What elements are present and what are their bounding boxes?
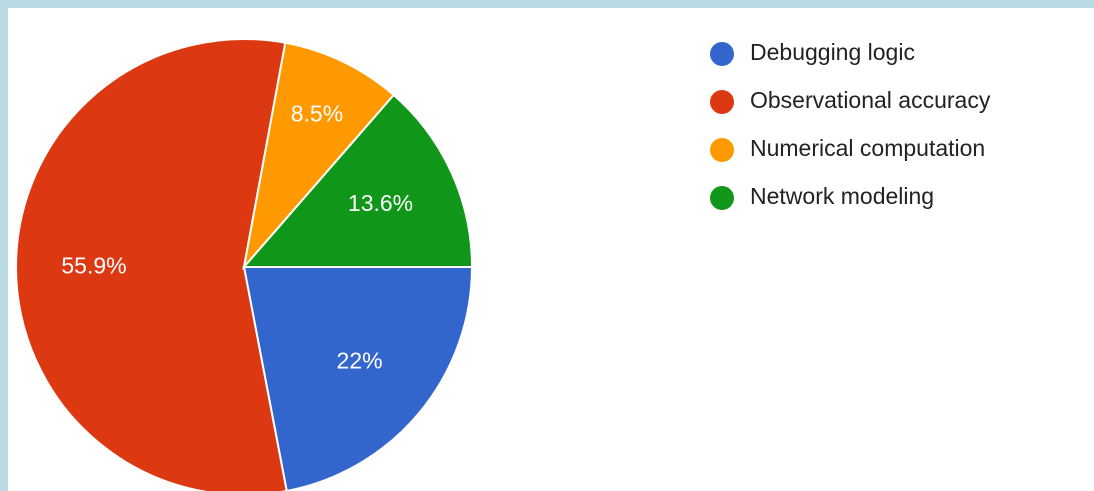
- legend-label: Network modeling: [750, 183, 934, 209]
- pie-slice-debugging-logic[interactable]: [242, 266, 474, 491]
- legend-label: Numerical computation: [750, 135, 985, 161]
- slice-label-numerical-computation: 8.5%: [291, 101, 343, 127]
- legend: Debugging logic Observational accuracy Num…: [710, 39, 991, 210]
- pie-slice-labels: 22% 55.9% 8.5% 13.6%: [61, 101, 413, 374]
- legend-swatch: [710, 90, 734, 114]
- slice-label-observational-accuracy: 55.9%: [61, 253, 126, 279]
- legend-item-numerical-computation[interactable]: Numerical computation: [710, 135, 985, 162]
- legend-swatch: [710, 42, 734, 66]
- pie-slice-observational-accuracy[interactable]: [15, 38, 288, 491]
- pie-slices: [15, 38, 474, 491]
- legend-swatch: [710, 138, 734, 162]
- pie-slice-numerical-computation[interactable]: [242, 41, 396, 271]
- slice-label-network-modeling: 13.6%: [348, 190, 413, 216]
- legend-item-network-modeling[interactable]: Network modeling: [710, 183, 934, 210]
- legend-swatch: [710, 186, 734, 210]
- pie-chart: 22% 55.9% 8.5% 13.6% Debugging logic Observa…: [15, 38, 991, 491]
- legend-item-observational-accuracy[interactable]: Observational accuracy: [710, 87, 991, 114]
- slice-label-debugging-logic: 22%: [337, 348, 383, 374]
- pie-slice-network-modeling[interactable]: [241, 93, 474, 268]
- legend-item-debugging-logic[interactable]: Debugging logic: [710, 39, 915, 66]
- legend-label: Observational accuracy: [750, 87, 991, 113]
- legend-label: Debugging logic: [750, 39, 915, 65]
- chart-frame: 22% 55.9% 8.5% 13.6% Debugging logic Observa…: [8, 8, 1094, 491]
